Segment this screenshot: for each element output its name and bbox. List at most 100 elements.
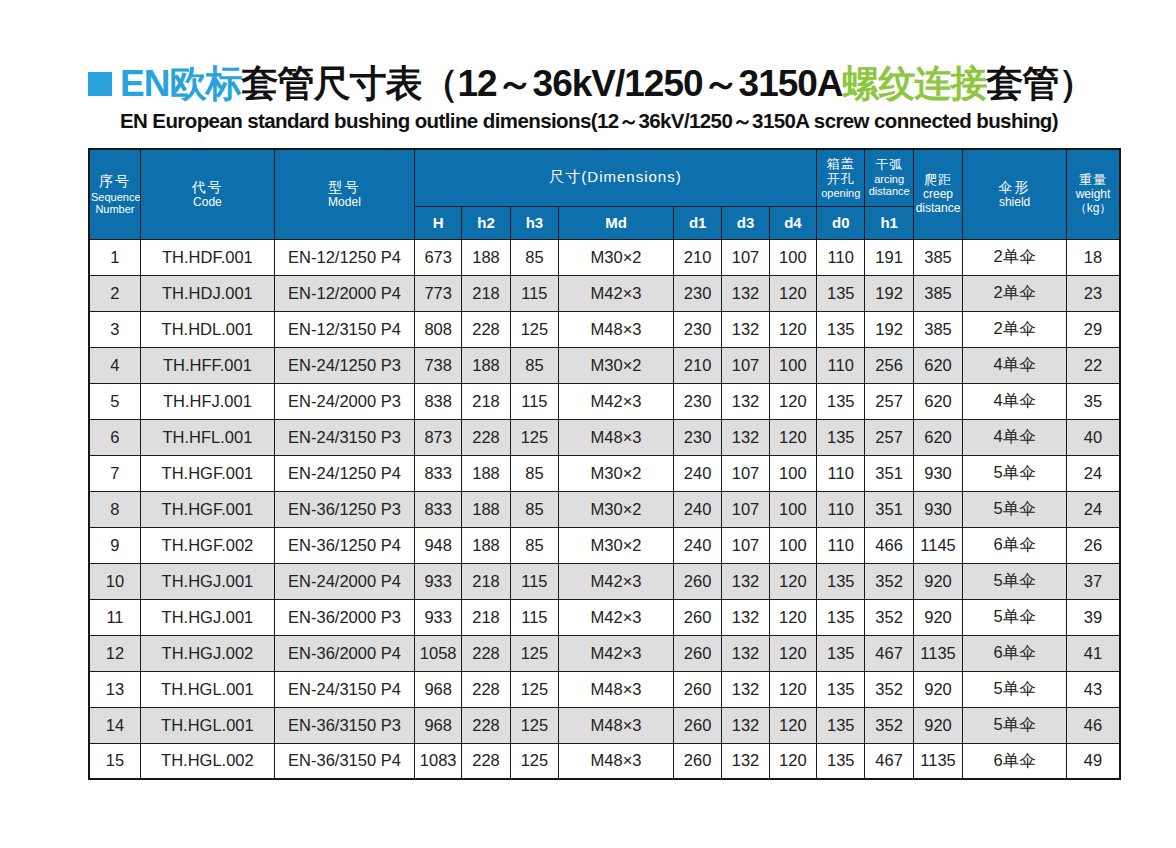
cell-h3: 125 — [510, 419, 558, 455]
cell-weight: 49 — [1066, 743, 1120, 779]
cell-h1: 467 — [865, 635, 913, 671]
cell-weight: 22 — [1066, 347, 1120, 383]
cell-d4: 120 — [769, 671, 816, 707]
page-title: EN欧标 套管尺寸表（12～36kV/1250～3150A 螺纹连接 套管） — [88, 64, 1148, 105]
cell-shield: 2单伞 — [963, 239, 1067, 275]
cell-weight: 46 — [1066, 707, 1120, 743]
cell-shield: 6单伞 — [963, 635, 1067, 671]
cell-d1: 210 — [673, 239, 721, 275]
cell-d0: 135 — [817, 671, 865, 707]
header-arcing-en2: distance — [866, 185, 911, 197]
cell-shield: 6单伞 — [963, 743, 1067, 779]
cell-model: EN-36/2000 P3 — [274, 599, 414, 635]
cell-h2: 218 — [462, 383, 510, 419]
header-weight-unit: （kg） — [1068, 202, 1118, 216]
cell-Md: M30×2 — [559, 527, 674, 563]
cell-d1: 260 — [673, 743, 721, 779]
cell-d3: 107 — [722, 239, 769, 275]
cell-h2: 188 — [462, 347, 510, 383]
cell-creep: 385 — [913, 311, 962, 347]
header-arcing-en1: arcing — [866, 173, 911, 185]
cell-h1: 257 — [865, 383, 913, 419]
cell-d4: 100 — [769, 239, 816, 275]
cell-H: 968 — [415, 671, 462, 707]
cell-d4: 120 — [769, 419, 816, 455]
cell-h1: 352 — [865, 707, 913, 743]
cell-h1: 352 — [865, 671, 913, 707]
cell-code: TH.HGF.001 — [140, 455, 274, 491]
cell-d3: 107 — [722, 347, 769, 383]
subcol-h1: h1 — [865, 206, 913, 239]
cell-shield: 5单伞 — [963, 707, 1067, 743]
cell-h3: 125 — [510, 743, 558, 779]
table-header: 序号 Sequence Number 代号 Code 型号 Model 尺寸(D… — [89, 149, 1120, 239]
cell-h1: 192 — [865, 311, 913, 347]
cell-d3: 107 — [722, 491, 769, 527]
header-model-en: Model — [276, 196, 413, 210]
cell-d4: 120 — [769, 707, 816, 743]
cell-Md: M30×2 — [559, 491, 674, 527]
cell-d0: 110 — [817, 347, 865, 383]
col-header-code: 代号 Code — [140, 149, 274, 239]
cell-d4: 100 — [769, 491, 816, 527]
cell-code: TH.HGL.001 — [140, 707, 274, 743]
cell-h1: 352 — [865, 599, 913, 635]
cell-Md: M48×3 — [559, 419, 674, 455]
cell-Md: M42×3 — [559, 563, 674, 599]
cell-d0: 135 — [817, 383, 865, 419]
table-row: 8TH.HGF.001EN-36/1250 P383318885M30×2240… — [89, 491, 1120, 527]
cell-h3: 85 — [510, 239, 558, 275]
cell-H: 833 — [415, 455, 462, 491]
table-row: 7TH.HGF.001EN-24/1250 P483318885M30×2240… — [89, 455, 1120, 491]
cell-h1: 351 — [865, 455, 913, 491]
cell-weight: 39 — [1066, 599, 1120, 635]
square-bullet-icon — [88, 72, 112, 96]
cell-weight: 29 — [1066, 311, 1120, 347]
cell-shield: 5单伞 — [963, 671, 1067, 707]
cell-H: 948 — [415, 527, 462, 563]
cell-creep: 920 — [913, 599, 962, 635]
cell-h3: 85 — [510, 527, 558, 563]
cell-H: 838 — [415, 383, 462, 419]
cell-creep: 1145 — [913, 527, 962, 563]
cell-Md: M42×3 — [559, 275, 674, 311]
cell-Md: M48×3 — [559, 311, 674, 347]
cell-shield: 4单伞 — [963, 383, 1067, 419]
cell-d1: 260 — [673, 635, 721, 671]
cell-d1: 260 — [673, 563, 721, 599]
cell-H: 833 — [415, 491, 462, 527]
cell-creep: 620 — [913, 383, 962, 419]
title-part-black1: 套管尺寸表（12～36kV/1250～3150A — [241, 64, 842, 105]
cell-shield: 5单伞 — [963, 455, 1067, 491]
cell-weight: 43 — [1066, 671, 1120, 707]
cell-creep: 1135 — [913, 635, 962, 671]
cell-h2: 228 — [462, 419, 510, 455]
cell-weight: 37 — [1066, 563, 1120, 599]
header-opening-cn1: 箱盖 — [818, 157, 863, 172]
dimension-table: 序号 Sequence Number 代号 Code 型号 Model 尺寸(D… — [88, 148, 1121, 780]
subcol-h3: h3 — [510, 206, 558, 239]
cell-d3: 132 — [722, 275, 769, 311]
cell-h1: 192 — [865, 275, 913, 311]
table-row: 2TH.HDJ.001EN-12/2000 P4773218115M42×323… — [89, 275, 1120, 311]
col-header-dimensions: 尺寸(Dimensions) — [415, 149, 817, 206]
cell-model: EN-24/1250 P3 — [274, 347, 414, 383]
col-header-model: 型号 Model — [274, 149, 414, 239]
cell-h2: 188 — [462, 455, 510, 491]
cell-d4: 120 — [769, 599, 816, 635]
catalog-page: EN欧标 套管尺寸表（12～36kV/1250～3150A 螺纹连接 套管） E… — [0, 0, 1176, 848]
cell-d3: 132 — [722, 311, 769, 347]
cell-h3: 125 — [510, 311, 558, 347]
cell-d4: 100 — [769, 347, 816, 383]
cell-h2: 228 — [462, 743, 510, 779]
cell-Md: M30×2 — [559, 347, 674, 383]
title-part-black2: 套管） — [987, 64, 1095, 105]
cell-d1: 210 — [673, 347, 721, 383]
subcol-h2: h2 — [462, 206, 510, 239]
cell-d1: 230 — [673, 419, 721, 455]
cell-weight: 40 — [1066, 419, 1120, 455]
cell-d0: 135 — [817, 275, 865, 311]
cell-code: TH.HDF.001 — [140, 239, 274, 275]
table-row: 14TH.HGL.001EN-36/3150 P3968228125M48×32… — [89, 707, 1120, 743]
table-row: 3TH.HDL.001EN-12/3150 P4808228125M48×323… — [89, 311, 1120, 347]
